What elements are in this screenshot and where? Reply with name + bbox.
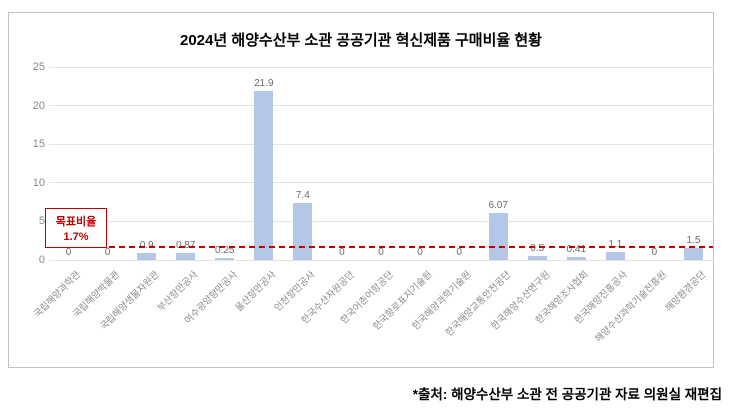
bar (176, 253, 196, 260)
bar-value-label: 0 (104, 247, 111, 258)
x-axis-label: 울산항만공사 (233, 269, 279, 314)
bar-value-label: 6.07 (488, 200, 508, 212)
bar (605, 251, 625, 260)
y-axis-tick-label: 5 (38, 215, 45, 228)
bar (137, 253, 157, 260)
target-ratio-value: 1.7% (63, 231, 89, 243)
bar-value-label: 0.9 (125, 240, 169, 251)
gridline (49, 182, 713, 184)
bar (215, 258, 235, 260)
bar (683, 248, 703, 260)
bar (488, 213, 508, 260)
plot-area: 목표비율 1.7% 국립해양과학관 국립해양박물관 국립해양생물자원관 부산항만공사 여… (32, 62, 713, 345)
chart-title: 2024년 해양수산부 소관 공공기관 혁신제품 구매비율 현황 (180, 32, 542, 49)
gridline (49, 105, 713, 107)
bar-value-label: 7.4 (295, 189, 310, 201)
bar-value-label: 0 (456, 247, 462, 258)
bar-value-label: 0.25 (215, 245, 235, 257)
bar (293, 202, 313, 260)
gridline (49, 259, 713, 261)
target-ratio-dashed-line (49, 245, 713, 248)
x-axis-label: 해양환경공단 (663, 269, 709, 314)
bar-value-label: 0 (378, 247, 384, 258)
target-ratio-callout: 목표비율 1.7% (45, 208, 107, 248)
bar (566, 256, 586, 260)
y-axis-tick-label: 0 (38, 254, 45, 266)
bar-value-label: 0 (339, 247, 345, 258)
x-axis-label: 해양수산과학기술진흥원 (593, 269, 670, 345)
target-ratio-label: 목표비율 (55, 216, 97, 228)
y-axis-tick-label: 20 (32, 99, 45, 112)
bar-value-label: 1.1 (608, 238, 623, 250)
bar-value-label: 0 (65, 247, 72, 258)
chart-container: 2024년 해양수산부 소관 공공기관 혁신제품 구매비율 현황 목표비율 1.… (8, 12, 714, 368)
source-note: *출처: 해양수산부 소관 전 공공기관 자료 의원실 재편집 (412, 387, 722, 402)
bar (527, 256, 547, 260)
y-axis-tick-label: 25 (32, 61, 45, 73)
bar-value-label: 21.9 (254, 77, 274, 89)
y-axis-tick-label: 15 (32, 138, 45, 151)
bar-value-label: 0.87 (164, 240, 208, 251)
gridline (49, 220, 713, 222)
gridline (49, 143, 713, 145)
gridline (49, 66, 713, 68)
bar (254, 90, 274, 260)
bar-value-label: 0.41 (566, 243, 587, 255)
bar-value-label: 0 (417, 247, 423, 258)
bar-value-label: 1.5 (686, 235, 701, 247)
bar-value-label: 0.5 (530, 243, 545, 255)
bar-value-label: 0 (651, 247, 658, 258)
y-axis-tick-label: 10 (32, 176, 45, 189)
